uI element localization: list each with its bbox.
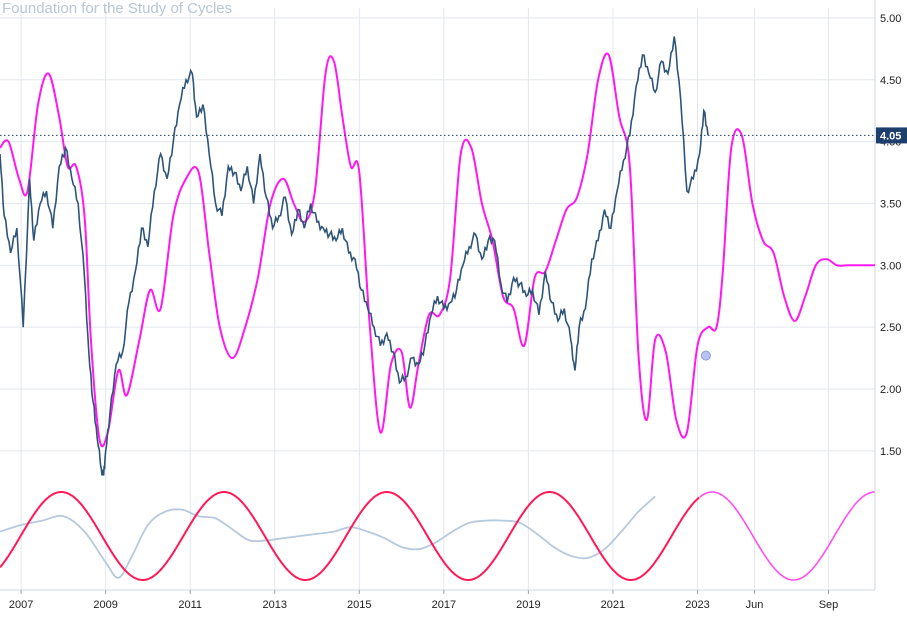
x-tick-label: Sep (819, 599, 839, 611)
x-tick-label: 2015 (347, 599, 371, 611)
last-value-label: 4.05 (880, 130, 901, 142)
x-tick-label: Jun (746, 599, 764, 611)
x-tick-label: 2017 (432, 599, 456, 611)
x-tick-label: 2013 (263, 599, 287, 611)
y-tick-label: 2.50 (880, 322, 901, 334)
cycle-wave-projected (699, 491, 875, 581)
cycle-wave-historical (0, 491, 700, 581)
y-tick-label: 1.50 (880, 446, 901, 458)
x-tick-label: 2021 (601, 599, 625, 611)
y-tick-label: 4.50 (880, 75, 901, 87)
y-tick-label: 5.00 (880, 13, 901, 25)
projection-marker-point (700, 350, 711, 361)
x-tick-label: 2007 (9, 599, 33, 611)
watermark-text: Foundation for the Study of Cycles (2, 0, 233, 17)
x-tick-label: 2009 (93, 599, 117, 611)
x-tick-label: 2023 (685, 599, 709, 611)
y-tick-label: 3.00 (880, 260, 901, 272)
y-tick-label: 2.00 (880, 384, 901, 396)
last-value-badge (876, 127, 907, 144)
y-tick-label: 3.50 (880, 198, 901, 210)
x-tick-label: 2019 (516, 599, 540, 611)
price-series-line (0, 36, 709, 476)
detrended-cycle-line (0, 495, 656, 579)
x-tick-label: 2011 (178, 599, 202, 611)
projection-series-line (0, 52, 875, 448)
